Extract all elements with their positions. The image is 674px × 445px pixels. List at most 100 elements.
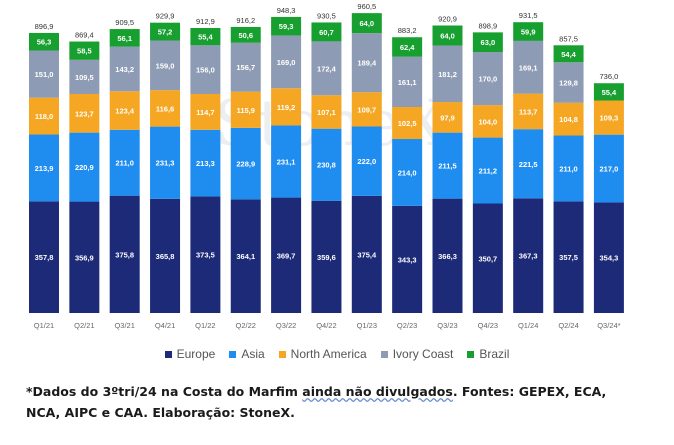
legend-swatch	[229, 350, 237, 358]
bar-europe	[351, 195, 382, 313]
data-label-europe: 356,9	[75, 253, 94, 262]
data-label-brazil: 56,3	[37, 38, 52, 47]
data-label-europe: 357,5	[559, 253, 578, 262]
bar-north-america	[311, 95, 342, 129]
bar-asia	[271, 125, 302, 198]
data-label-north-america: 115,9	[237, 106, 255, 115]
data-label-ivory-coast: 189,4	[357, 59, 377, 68]
bar-brazil	[593, 83, 624, 101]
bar-ivory-coast	[69, 59, 100, 94]
total-label: 948,3	[277, 6, 296, 15]
bar-ivory-coast	[109, 46, 140, 92]
bar-asia	[432, 132, 463, 199]
x-tick-label: Q3/22	[276, 321, 296, 330]
data-label-north-america: 97,9	[440, 113, 455, 122]
bar-brazil	[432, 25, 463, 46]
data-label-north-america: 123,7	[75, 109, 94, 118]
bar-ivory-coast	[553, 62, 584, 103]
bar-europe	[29, 201, 59, 313]
bar-europe	[69, 201, 100, 313]
total-label: 929,9	[156, 12, 175, 21]
bar-ivory-coast	[472, 52, 503, 106]
data-label-north-america: 104,8	[559, 115, 578, 124]
data-label-brazil: 55,4	[198, 33, 213, 42]
data-label-europe: 369,7	[277, 251, 296, 260]
bar-europe	[472, 203, 503, 313]
bar-europe	[109, 195, 140, 313]
data-label-asia: 213,9	[35, 164, 54, 173]
bar-asia	[593, 134, 624, 203]
legend-label: North America	[290, 347, 367, 361]
data-label-brazil: 56,1	[117, 34, 132, 43]
data-label-north-america: 123,4	[115, 107, 135, 116]
bar-asia	[311, 128, 342, 201]
data-label-brazil: 64,0	[440, 31, 455, 40]
data-label-north-america: 109,7	[357, 105, 376, 114]
legend-item-asia: Asia	[229, 347, 265, 361]
x-tick-label: Q1/23	[357, 321, 377, 330]
legend-swatch	[467, 350, 475, 358]
bar-europe	[392, 205, 423, 313]
data-label-brazil: 59,3	[279, 22, 294, 31]
data-label-brazil: 58,5	[77, 47, 92, 56]
bar-ivory-coast	[29, 50, 59, 98]
data-label-europe: 364,1	[236, 252, 255, 261]
x-tick-label: Q2/24	[558, 321, 578, 330]
data-label-north-america: 113,7	[519, 107, 537, 116]
bar-asia	[351, 126, 382, 196]
data-label-europe: 357,8	[35, 253, 54, 262]
x-tick-label: Q1/21	[34, 321, 54, 330]
bar-brazil	[311, 22, 342, 42]
bar-brazil	[472, 32, 503, 53]
data-label-north-america: 116,6	[156, 104, 174, 113]
total-label: 960,5	[357, 2, 376, 11]
bar-europe	[230, 199, 261, 313]
bar-ivory-coast	[432, 45, 463, 103]
x-tick-label: Q1/22	[195, 321, 215, 330]
legend-swatch	[164, 350, 172, 358]
data-label-ivory-coast: 172,4	[317, 64, 337, 73]
data-label-brazil: 54,4	[561, 50, 576, 59]
bar-ivory-coast	[392, 56, 423, 108]
data-label-europe: 367,3	[519, 252, 538, 261]
data-label-ivory-coast: 156,0	[196, 66, 215, 75]
bar-asia	[553, 135, 584, 202]
bar-north-america	[472, 105, 503, 138]
data-label-brazil: 57,2	[158, 28, 173, 37]
total-label: 909,5	[115, 18, 134, 27]
x-tick-label: Q3/23	[437, 321, 457, 330]
data-label-brazil: 50,6	[238, 31, 253, 40]
bar-north-america	[109, 91, 140, 130]
bar-asia	[29, 134, 59, 202]
data-label-asia: 230,8	[317, 161, 336, 170]
bar-north-america	[513, 93, 544, 130]
data-label-brazil: 63,0	[481, 38, 496, 47]
total-label: 869,4	[75, 31, 94, 40]
data-label-asia: 220,9	[75, 163, 94, 172]
total-label: 896,9	[35, 22, 54, 31]
bar-europe	[553, 201, 584, 313]
bar-ivory-coast	[190, 45, 221, 94]
bar-brazil	[150, 22, 181, 41]
data-label-ivory-coast: 169,0	[277, 58, 296, 67]
bar-asia	[150, 126, 181, 199]
data-label-north-america: 102,5	[398, 119, 417, 128]
x-tick-label: Q4/22	[316, 321, 336, 330]
legend-label: Ivory Coast	[392, 347, 454, 361]
data-label-asia: 217,0	[600, 165, 619, 174]
data-label-europe: 375,8	[115, 250, 134, 259]
x-tick-label: Q3/24*	[597, 321, 620, 330]
bar-ivory-coast	[311, 41, 342, 96]
bar-europe	[190, 196, 221, 313]
bar-north-america	[190, 93, 221, 130]
total-label: 920,9	[438, 14, 457, 23]
data-label-asia: 231,1	[277, 158, 296, 167]
legend-item-europe: Europe	[164, 347, 215, 361]
footnote: *Dados do 3ºtri/24 na Costa do Marfim ai…	[26, 381, 636, 423]
legend-item-ivory-coast: Ivory Coast	[380, 347, 454, 361]
footnote-text-1: *Dados do 3ºtri/24 na Costa do Marfim	[26, 384, 303, 399]
data-label-ivory-coast: 169,1	[519, 63, 538, 72]
bar-brazil	[392, 37, 423, 57]
total-label: 916,2	[236, 16, 255, 25]
data-label-europe: 373,5	[196, 251, 215, 260]
